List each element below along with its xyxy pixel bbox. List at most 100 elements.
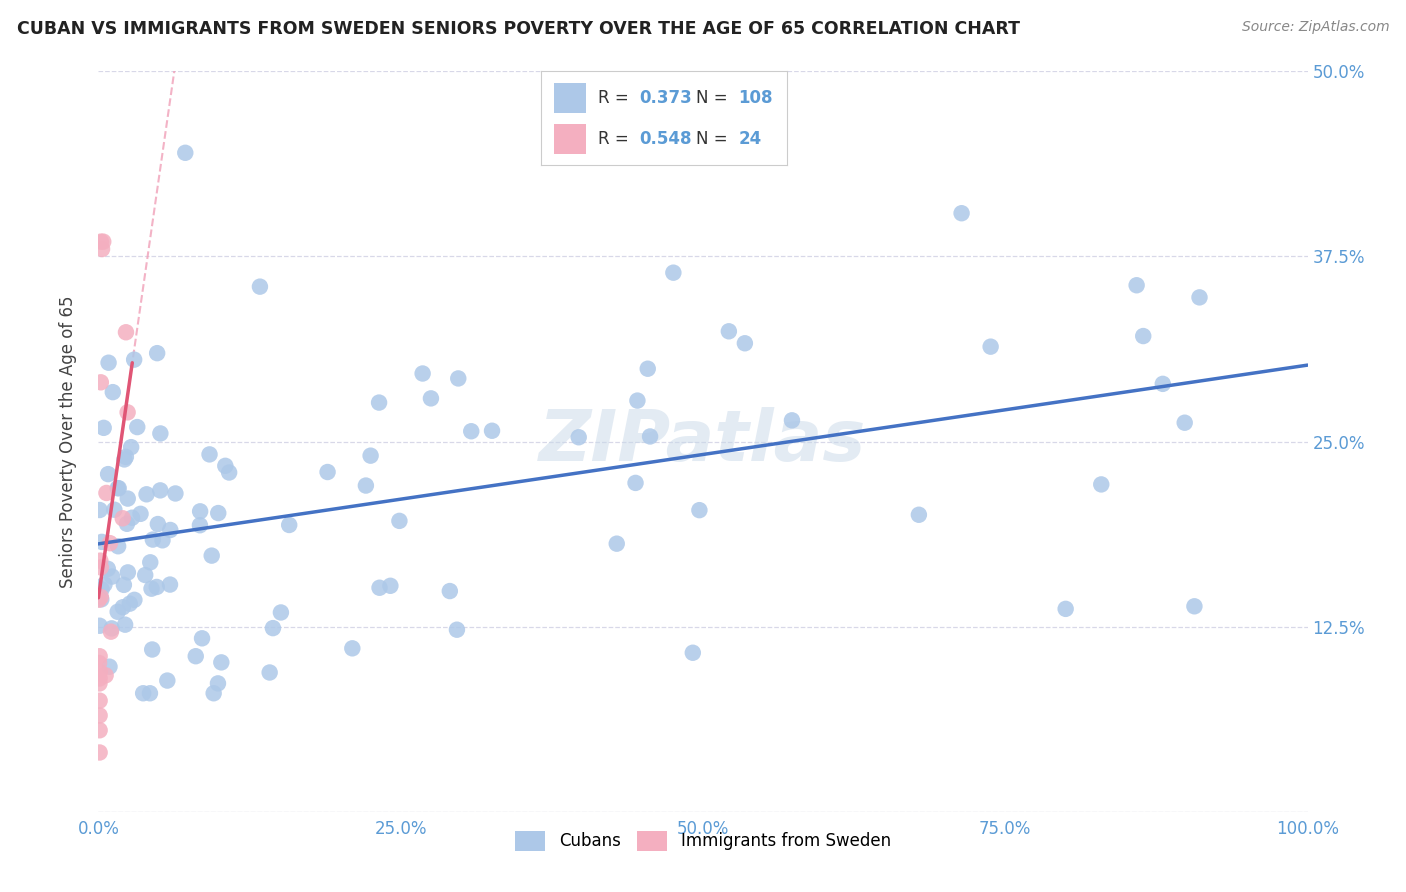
Point bbox=[202, 686, 225, 700]
Point bbox=[188, 518, 211, 533]
Point bbox=[262, 621, 284, 635]
Point bbox=[439, 584, 461, 599]
Point bbox=[149, 483, 172, 498]
Point bbox=[139, 555, 162, 569]
Point bbox=[174, 145, 197, 160]
Point bbox=[159, 577, 181, 591]
Point bbox=[165, 486, 187, 500]
Point bbox=[388, 514, 411, 528]
Point bbox=[191, 632, 214, 646]
Point bbox=[90, 590, 112, 604]
Point bbox=[734, 336, 756, 351]
Point bbox=[1054, 602, 1077, 616]
Point bbox=[146, 346, 169, 360]
Point bbox=[481, 424, 503, 438]
Point bbox=[662, 266, 685, 280]
Point bbox=[201, 549, 224, 563]
Point bbox=[1132, 329, 1154, 343]
Point bbox=[89, 746, 111, 760]
Point bbox=[118, 597, 141, 611]
Point bbox=[93, 577, 115, 591]
Point bbox=[111, 511, 134, 525]
FancyBboxPatch shape bbox=[554, 124, 586, 153]
Point bbox=[89, 503, 111, 517]
Point bbox=[209, 656, 232, 670]
Point bbox=[101, 385, 124, 400]
Point bbox=[117, 566, 139, 580]
Point bbox=[120, 440, 142, 454]
Point bbox=[682, 646, 704, 660]
Point bbox=[89, 672, 111, 686]
Point bbox=[107, 481, 129, 495]
Point bbox=[420, 392, 443, 406]
Point bbox=[142, 533, 165, 547]
Point bbox=[1152, 376, 1174, 391]
Point bbox=[1174, 416, 1197, 430]
Point bbox=[1090, 477, 1112, 491]
Point bbox=[111, 600, 134, 615]
Point bbox=[107, 481, 129, 495]
Point bbox=[115, 325, 138, 339]
Text: 24: 24 bbox=[738, 130, 762, 148]
Point bbox=[89, 708, 111, 723]
Point bbox=[908, 508, 931, 522]
Point bbox=[89, 694, 111, 708]
Point bbox=[89, 649, 111, 664]
Point bbox=[89, 619, 111, 633]
Point bbox=[94, 668, 117, 682]
Point bbox=[184, 649, 207, 664]
Point bbox=[270, 606, 292, 620]
Point bbox=[97, 467, 120, 482]
Point bbox=[134, 568, 156, 582]
Text: N =: N = bbox=[696, 88, 733, 106]
Point bbox=[207, 506, 229, 520]
Point bbox=[100, 624, 122, 639]
Point bbox=[624, 475, 647, 490]
Point bbox=[638, 429, 661, 443]
Point bbox=[218, 466, 240, 480]
Point bbox=[107, 539, 129, 553]
Text: ZIPatlas: ZIPatlas bbox=[540, 407, 866, 476]
Point bbox=[87, 592, 110, 607]
Text: 0.548: 0.548 bbox=[640, 130, 692, 148]
FancyBboxPatch shape bbox=[554, 83, 586, 112]
Point bbox=[121, 510, 143, 524]
Point bbox=[259, 665, 281, 680]
Text: R =: R = bbox=[598, 130, 634, 148]
Point bbox=[107, 605, 129, 619]
Point bbox=[117, 491, 139, 506]
Point bbox=[1184, 599, 1206, 614]
Point bbox=[112, 452, 135, 467]
Point bbox=[89, 554, 111, 568]
Text: R =: R = bbox=[598, 88, 634, 106]
Point bbox=[90, 592, 112, 607]
Point bbox=[100, 621, 122, 635]
Point bbox=[159, 523, 181, 537]
Point bbox=[90, 235, 112, 249]
Point bbox=[117, 405, 139, 419]
Point bbox=[460, 424, 482, 438]
Point bbox=[145, 580, 167, 594]
Point bbox=[89, 676, 111, 690]
Point bbox=[87, 656, 110, 670]
Point bbox=[93, 421, 115, 435]
Point bbox=[717, 324, 740, 338]
Legend: Cubans, Immigrants from Sweden: Cubans, Immigrants from Sweden bbox=[508, 823, 898, 859]
Point bbox=[122, 352, 145, 367]
Point bbox=[354, 478, 377, 492]
Point bbox=[207, 676, 229, 690]
Point bbox=[135, 487, 157, 501]
Text: N =: N = bbox=[696, 130, 733, 148]
Point bbox=[380, 579, 402, 593]
Point bbox=[115, 450, 138, 464]
Point bbox=[141, 642, 163, 657]
Point bbox=[90, 582, 112, 597]
Point bbox=[132, 686, 155, 700]
Point bbox=[101, 569, 124, 583]
Point bbox=[360, 449, 382, 463]
Point bbox=[97, 562, 120, 576]
Point bbox=[96, 486, 118, 500]
Point bbox=[950, 206, 973, 220]
Y-axis label: Seniors Poverty Over the Age of 65: Seniors Poverty Over the Age of 65 bbox=[59, 295, 77, 588]
Text: Source: ZipAtlas.com: Source: ZipAtlas.com bbox=[1241, 20, 1389, 34]
